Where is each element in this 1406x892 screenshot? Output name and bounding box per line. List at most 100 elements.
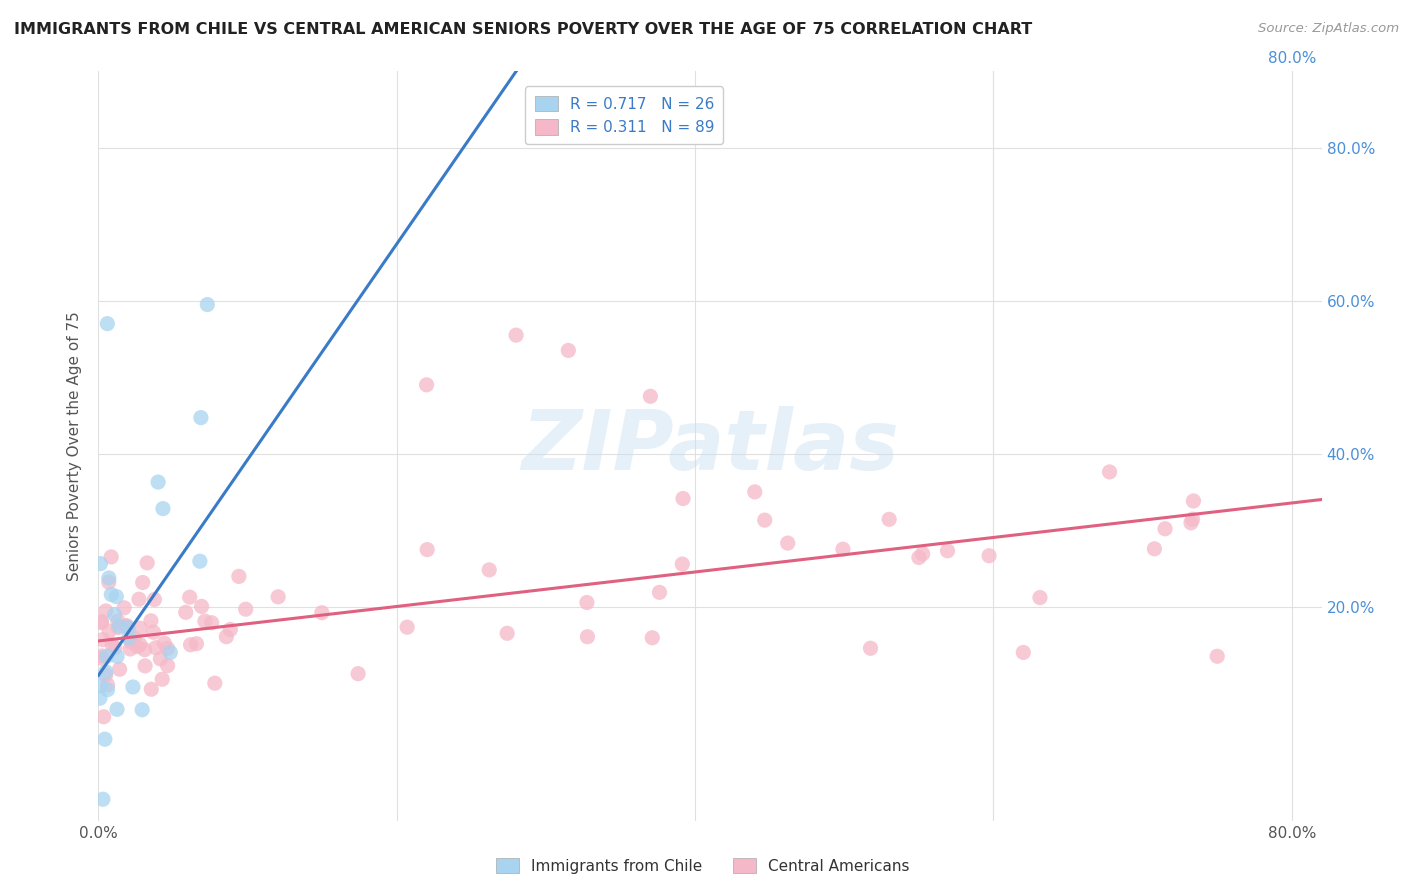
Point <box>120 635 142 649</box>
Point <box>94 604 117 618</box>
Point <box>190 599 212 614</box>
Point <box>94 668 117 682</box>
Point <box>98 624 121 638</box>
Point <box>159 645 181 659</box>
Point <box>1012 645 1035 659</box>
Point <box>94 665 117 679</box>
Point <box>101 638 124 652</box>
Point <box>105 702 128 716</box>
Point <box>194 614 217 628</box>
Point <box>576 630 599 644</box>
Point <box>136 556 159 570</box>
Point <box>128 592 150 607</box>
Point <box>89 678 111 692</box>
Point <box>127 640 149 654</box>
Point <box>908 550 931 565</box>
Point <box>152 501 174 516</box>
Point <box>977 549 1000 563</box>
Point <box>90 651 112 665</box>
Point <box>1180 516 1202 530</box>
Point <box>115 618 138 632</box>
Point <box>107 614 129 628</box>
Point <box>188 554 211 568</box>
Point <box>122 631 145 645</box>
Point <box>832 542 855 557</box>
Point <box>640 389 662 403</box>
Point <box>142 625 165 640</box>
Point <box>120 642 142 657</box>
Point <box>186 637 208 651</box>
Point <box>89 557 111 571</box>
Point <box>235 602 257 616</box>
Point <box>103 607 125 622</box>
Point <box>267 590 290 604</box>
Point <box>396 620 419 634</box>
Point <box>219 623 242 637</box>
Point <box>180 638 202 652</box>
Point <box>415 377 437 392</box>
Point <box>575 595 598 609</box>
Point <box>671 557 693 571</box>
Point <box>108 619 131 633</box>
Point <box>146 475 169 489</box>
Point <box>648 585 671 599</box>
Point <box>134 642 156 657</box>
Point <box>143 592 166 607</box>
Point <box>100 587 122 601</box>
Point <box>115 619 138 633</box>
Point <box>911 547 934 561</box>
Point <box>1098 465 1121 479</box>
Point <box>1143 541 1166 556</box>
Point <box>215 630 238 644</box>
Text: ZIPatlas: ZIPatlas <box>522 406 898 486</box>
Point <box>190 410 212 425</box>
Point <box>107 621 129 635</box>
Point <box>105 590 128 604</box>
Point <box>97 571 120 585</box>
Point <box>877 512 900 526</box>
Point <box>478 563 501 577</box>
Text: IMMIGRANTS FROM CHILE VS CENTRAL AMERICAN SENIORS POVERTY OVER THE AGE OF 75 COR: IMMIGRANTS FROM CHILE VS CENTRAL AMERICA… <box>14 22 1032 37</box>
Point <box>122 680 145 694</box>
Point <box>1182 494 1205 508</box>
Point <box>776 536 799 550</box>
Legend: R = 0.717   N = 26, R = 0.311   N = 89: R = 0.717 N = 26, R = 0.311 N = 89 <box>526 87 724 145</box>
Point <box>204 676 226 690</box>
Y-axis label: Seniors Poverty Over the Age of 75: Seniors Poverty Over the Age of 75 <box>67 311 83 581</box>
Point <box>859 641 882 656</box>
Point <box>117 621 139 635</box>
Point <box>93 710 115 724</box>
Point <box>90 615 112 630</box>
Point <box>1154 522 1177 536</box>
Point <box>672 491 695 506</box>
Point <box>641 631 664 645</box>
Point <box>97 678 120 692</box>
Point <box>416 542 439 557</box>
Point <box>104 640 127 655</box>
Point <box>91 792 114 806</box>
Point <box>179 590 201 604</box>
Point <box>201 615 224 630</box>
Point <box>1181 512 1204 526</box>
Point <box>1029 591 1052 605</box>
Point <box>97 575 120 590</box>
Point <box>153 636 176 650</box>
Point <box>96 649 118 664</box>
Point <box>96 682 118 697</box>
Point <box>129 621 152 635</box>
Point <box>91 648 114 663</box>
Point <box>228 569 250 583</box>
Point <box>149 652 172 666</box>
Point <box>105 649 128 664</box>
Point <box>100 549 122 564</box>
Point <box>1206 649 1229 664</box>
Point <box>145 640 167 655</box>
Text: Source: ZipAtlas.com: Source: ZipAtlas.com <box>1258 22 1399 36</box>
Point <box>150 672 173 686</box>
Point <box>744 484 766 499</box>
Point <box>754 513 776 527</box>
Point <box>139 614 162 628</box>
Point <box>132 575 155 590</box>
Point <box>496 626 519 640</box>
Point <box>134 658 156 673</box>
